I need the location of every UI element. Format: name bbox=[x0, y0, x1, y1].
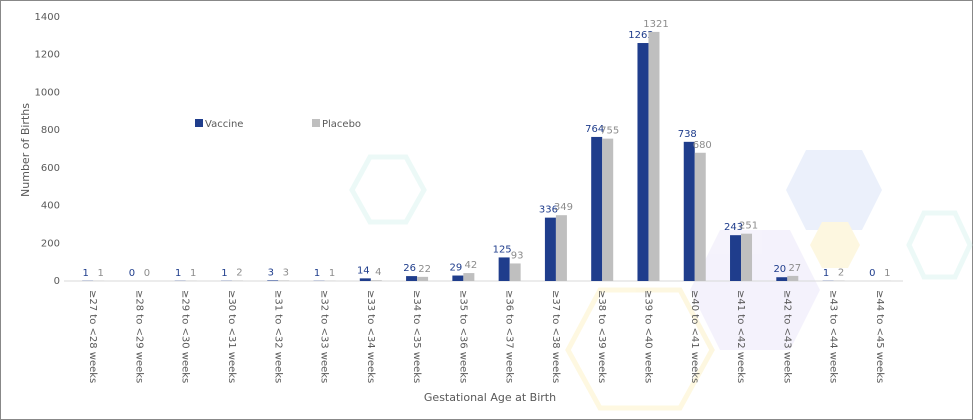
bar bbox=[591, 137, 602, 281]
value-label: 1321 bbox=[643, 19, 668, 30]
bar bbox=[371, 280, 382, 281]
value-label: 738 bbox=[678, 129, 697, 140]
x-tick-label: ≥43 to <44 weeks bbox=[828, 290, 839, 383]
value-label: 1 bbox=[823, 268, 829, 279]
bar bbox=[267, 280, 278, 281]
x-axis-title: Gestational Age at Birth bbox=[424, 391, 556, 404]
value-label: 27 bbox=[788, 263, 801, 274]
value-label: 3 bbox=[268, 267, 274, 278]
bar bbox=[278, 280, 289, 281]
bar bbox=[776, 277, 787, 281]
bar bbox=[452, 276, 463, 281]
value-label: 1 bbox=[314, 268, 320, 279]
value-label: 4 bbox=[375, 267, 381, 278]
x-tick-label: ≥29 to <30 weeks bbox=[180, 290, 191, 383]
value-label: 42 bbox=[464, 260, 477, 271]
value-label: 93 bbox=[511, 250, 524, 261]
chart: Gestational Age at Birth Number of Birth… bbox=[0, 0, 973, 420]
bar bbox=[695, 153, 706, 281]
x-tick-label: ≥36 to <37 weeks bbox=[504, 290, 515, 383]
bar bbox=[648, 32, 659, 281]
bar bbox=[637, 43, 648, 281]
y-tick-label: 400 bbox=[41, 201, 60, 212]
x-tick-label: ≥27 to <28 weeks bbox=[87, 290, 98, 383]
x-tick-label: ≥30 to <31 weeks bbox=[226, 290, 237, 383]
value-label: 1 bbox=[221, 268, 227, 279]
value-label: 1 bbox=[175, 268, 181, 279]
x-tick-label: ≥33 to <34 weeks bbox=[365, 290, 376, 383]
bar bbox=[684, 142, 695, 281]
value-label: 3 bbox=[283, 267, 289, 278]
x-tick-label: ≥42 to <43 weeks bbox=[781, 290, 792, 383]
bar bbox=[545, 218, 556, 281]
y-tick-label: 0 bbox=[54, 276, 60, 287]
value-label: 1 bbox=[97, 268, 103, 279]
value-label: 0 bbox=[129, 268, 135, 279]
value-label: 14 bbox=[357, 265, 370, 276]
value-label: 0 bbox=[869, 268, 875, 279]
bar bbox=[556, 215, 567, 281]
value-label: 125 bbox=[493, 244, 512, 255]
value-label: 2 bbox=[236, 268, 242, 279]
x-tick-label: ≥39 to <40 weeks bbox=[642, 290, 653, 383]
y-tick-label: 1000 bbox=[35, 87, 60, 98]
bar bbox=[463, 273, 474, 281]
value-label: 2 bbox=[838, 268, 844, 279]
x-tick-label: ≥35 to <36 weeks bbox=[457, 290, 468, 383]
legend-swatch bbox=[195, 119, 203, 127]
value-label: 680 bbox=[693, 140, 712, 151]
bar bbox=[510, 263, 521, 281]
value-label: 22 bbox=[418, 264, 431, 275]
value-label: 0 bbox=[144, 268, 150, 279]
value-label: 1 bbox=[190, 268, 196, 279]
bar bbox=[406, 276, 417, 281]
legend-swatch bbox=[312, 119, 320, 127]
x-tick-label: ≥40 to <41 weeks bbox=[689, 290, 700, 383]
bar bbox=[499, 257, 510, 281]
x-tick-label: ≥41 to <42 weeks bbox=[735, 290, 746, 383]
x-tick-label: ≥34 to <35 weeks bbox=[411, 290, 422, 383]
value-label: 755 bbox=[600, 126, 619, 137]
x-tick-label: ≥38 to <39 weeks bbox=[596, 290, 607, 383]
value-label: 349 bbox=[554, 202, 573, 213]
bar bbox=[602, 139, 613, 281]
x-tick-label: ≥44 to <45 weeks bbox=[874, 290, 885, 383]
value-label: 251 bbox=[739, 221, 758, 232]
value-label: 29 bbox=[449, 263, 462, 274]
value-label: 1 bbox=[82, 268, 88, 279]
bar bbox=[417, 277, 428, 281]
y-tick-label: 800 bbox=[41, 125, 60, 136]
x-tick-label: ≥37 to <38 weeks bbox=[550, 290, 561, 383]
x-tick-label: ≥32 to <33 weeks bbox=[319, 290, 330, 383]
y-axis-title: Number of Births bbox=[19, 103, 32, 197]
y-tick-label: 1200 bbox=[35, 50, 60, 61]
bar bbox=[787, 276, 798, 281]
y-tick-label: 1400 bbox=[35, 12, 60, 23]
value-label: 20 bbox=[773, 264, 786, 275]
legend-label: Placebo bbox=[322, 119, 361, 130]
x-tick-label: ≥31 to <32 weeks bbox=[272, 290, 283, 383]
bar bbox=[360, 278, 371, 281]
bar bbox=[741, 234, 752, 281]
y-tick-label: 200 bbox=[41, 238, 60, 249]
value-label: 1 bbox=[329, 268, 335, 279]
value-label: 1 bbox=[884, 268, 890, 279]
x-tick-label: ≥28 to <29 weeks bbox=[133, 290, 144, 383]
legend-label: Vaccine bbox=[205, 119, 243, 130]
y-tick-label: 600 bbox=[41, 163, 60, 174]
value-label: 26 bbox=[403, 263, 416, 274]
bar bbox=[730, 235, 741, 281]
